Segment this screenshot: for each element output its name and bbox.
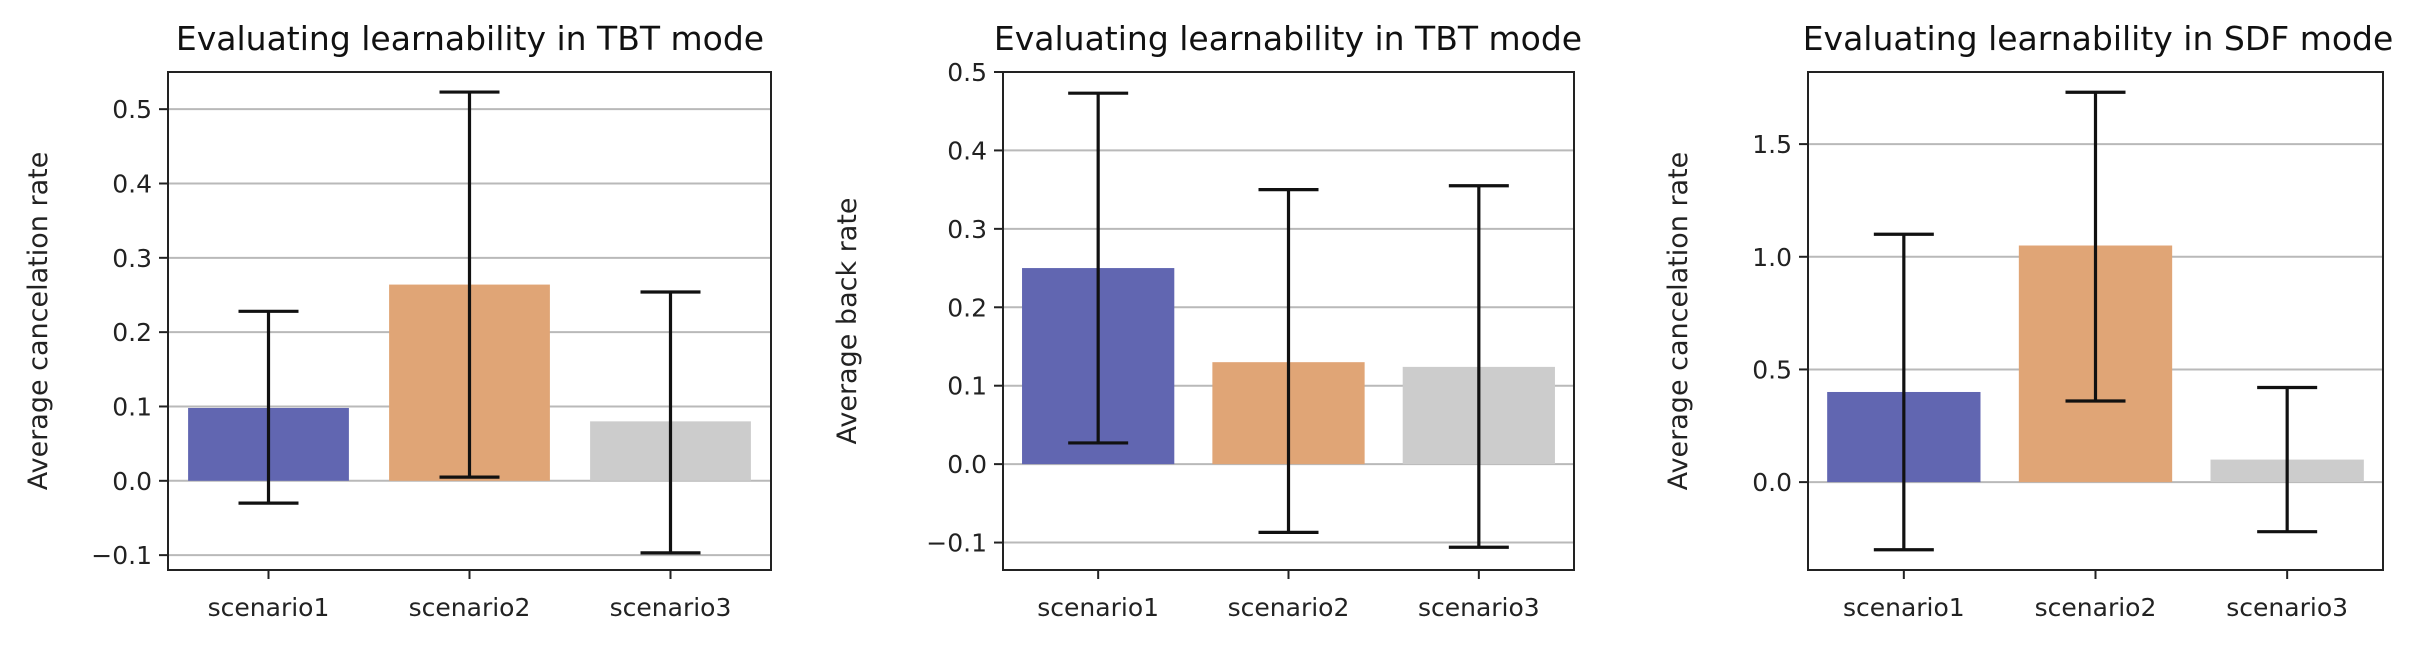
y-tick-label: 0.5 [112, 95, 152, 124]
y-tick-label: 0.3 [947, 215, 987, 244]
x-tick-label: scenario3 [1418, 593, 1540, 622]
x-tick-label: scenario2 [2035, 593, 2157, 622]
y-tick-label: 0.2 [947, 293, 987, 322]
y-tick-label: 0.0 [947, 450, 987, 479]
x-tick-label: scenario1 [1843, 593, 1965, 622]
x-tick-label: scenario2 [1228, 593, 1350, 622]
y-tick-label: 0.5 [1752, 355, 1792, 384]
x-tick-label: scenario3 [2226, 593, 2348, 622]
y-tick-label: 0.1 [112, 392, 152, 421]
y-tick-label: −0.1 [91, 541, 152, 570]
x-tick-label: scenario1 [208, 593, 330, 622]
y-tick-label: 0.4 [947, 136, 987, 165]
x-tick-label: scenario1 [1037, 593, 1159, 622]
y-tick-label: 0.0 [112, 467, 152, 496]
y-tick-label: 0.3 [112, 244, 152, 273]
x-tick-label: scenario3 [610, 593, 732, 622]
chart-title: Evaluating learnability in SDF mode [1803, 19, 2394, 58]
y-tick-label: 0.4 [112, 169, 152, 198]
y-tick-label: 1.0 [1752, 243, 1792, 272]
y-axis-label: Average cancelation rate [23, 152, 54, 491]
y-axis-label: Average back rate [832, 197, 863, 444]
chart-title: Evaluating learnability in TBT mode [994, 19, 1582, 58]
x-tick-label: scenario2 [409, 593, 531, 622]
y-tick-label: 0.0 [1752, 468, 1792, 497]
y-axis-label: Average cancelation rate [1663, 152, 1694, 491]
y-tick-label: 0.5 [947, 58, 987, 87]
chart-title: Evaluating learnability in TBT mode [176, 19, 764, 58]
y-tick-label: 0.1 [947, 372, 987, 401]
y-tick-label: 1.5 [1752, 130, 1792, 159]
y-tick-label: −0.1 [926, 529, 987, 558]
y-tick-label: 0.2 [112, 318, 152, 347]
